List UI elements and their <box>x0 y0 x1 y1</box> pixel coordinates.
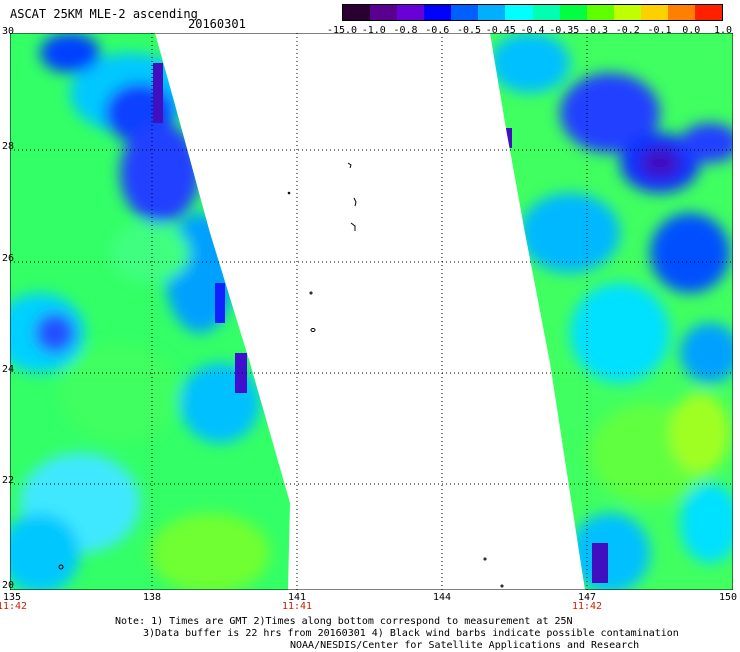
colorbar-swatch <box>424 5 452 20</box>
latitude-label: 22 <box>2 475 15 486</box>
colorbar-label: -0.6 <box>425 25 450 36</box>
colorbar-label: -0.8 <box>393 25 418 36</box>
colorbar-label: -0.3 <box>583 25 609 36</box>
time-label: 11:42 <box>0 601 28 612</box>
colorbar-label: -0.35 <box>549 25 580 36</box>
colorbar-label: -0.2 <box>615 25 640 36</box>
longitude-label: 150 <box>718 592 738 603</box>
latitude-label: 28 <box>2 141 15 152</box>
colorbar-label: 0.0 <box>682 25 701 36</box>
longitude-label: 141 <box>287 592 307 603</box>
colorbar-label: -15.0 <box>326 25 358 36</box>
left-swath <box>10 33 290 590</box>
map-date: 20160301 <box>188 17 246 31</box>
colorbar-swatch <box>613 5 641 20</box>
colorbar-swatch <box>586 5 614 20</box>
wind-map <box>10 33 733 590</box>
latitude-label: 24 <box>2 364 15 375</box>
colorbar-label: 1.0 <box>713 25 733 36</box>
colorbar-swatch <box>451 5 479 20</box>
latitude-label: 20 <box>2 580 15 591</box>
colorbar-swatch <box>397 5 425 20</box>
colorbar-label: -0.1 <box>647 25 672 36</box>
longitude-label: 144 <box>432 592 452 603</box>
islands <box>58 162 504 588</box>
time-label: 11:41 <box>281 601 313 612</box>
colorbar-swatch <box>559 5 587 20</box>
colorbar-swatch <box>667 5 696 20</box>
longitude-label: 138 <box>142 592 162 603</box>
longitude-label: 147 <box>577 592 597 603</box>
time-label: 11:42 <box>571 601 603 612</box>
latitude-label: 30 <box>2 26 15 37</box>
colorbar-swatch <box>478 5 506 20</box>
note-line-2: 3)Data buffer is 22 hrs from 20160301 4)… <box>143 628 679 639</box>
colorbar-label: -0.4 <box>520 25 545 36</box>
colorbar-swatch <box>640 5 668 20</box>
right-swath <box>490 33 733 590</box>
colorbar-swatch <box>505 5 533 20</box>
colorbar-labels: -15.0 -1.0 -0.8 -0.6 -0.5 -0.45 -0.4 -0.35 -0.3-… <box>326 25 740 37</box>
colorbar-swatch <box>370 5 398 20</box>
colorbar-swatch <box>532 5 560 20</box>
colorbar-label: -0.5 <box>456 25 482 36</box>
colorbar-swatch <box>695 5 723 20</box>
colorbar-label: -1.0 <box>361 25 386 36</box>
colorbar-swatch <box>343 5 371 20</box>
colorbar-label: -0.45 <box>485 25 516 36</box>
map-title: ASCAT 25KM MLE-2 ascending <box>10 7 198 21</box>
colorbar <box>342 4 723 21</box>
longitude-label: 135 <box>2 592 22 603</box>
latitude-label: 26 <box>2 253 15 264</box>
grid <box>10 33 733 590</box>
note-line-1: Note: 1) Times are GMT 2)Times along bot… <box>115 616 573 627</box>
note-line-3: NOAA/NESDIS/Center for Satellite Applica… <box>290 640 640 651</box>
